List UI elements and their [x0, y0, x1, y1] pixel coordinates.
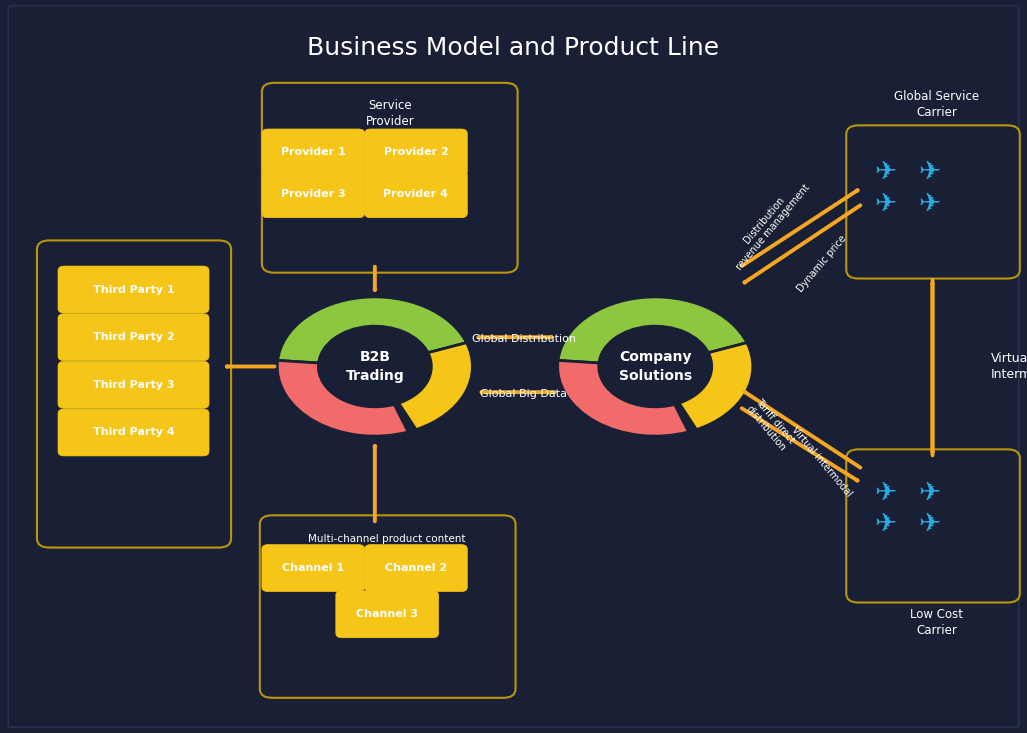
Text: Third Party 3: Third Party 3 [92, 380, 175, 390]
Text: ✈: ✈ [874, 191, 897, 217]
Text: ✈: ✈ [874, 511, 897, 537]
FancyBboxPatch shape [262, 545, 365, 592]
FancyBboxPatch shape [365, 129, 467, 176]
Text: Third Party 1: Third Party 1 [92, 284, 175, 295]
Wedge shape [277, 297, 466, 363]
FancyBboxPatch shape [846, 125, 1020, 279]
Text: Provider 2: Provider 2 [383, 147, 449, 158]
FancyBboxPatch shape [260, 515, 516, 698]
Text: Provider 4: Provider 4 [383, 189, 449, 199]
Wedge shape [398, 343, 472, 430]
Text: Company
Solutions: Company Solutions [618, 350, 692, 383]
FancyBboxPatch shape [262, 129, 365, 176]
Text: Distribution
revenue management: Distribution revenue management [725, 175, 811, 272]
FancyBboxPatch shape [336, 591, 439, 638]
Text: Global Distribution: Global Distribution [471, 334, 576, 345]
Text: Channel 2: Channel 2 [385, 563, 447, 573]
FancyBboxPatch shape [58, 361, 210, 408]
Wedge shape [277, 361, 408, 436]
Text: B2B
Trading: B2B Trading [345, 350, 405, 383]
Text: Service
Provider: Service Provider [366, 99, 415, 128]
Text: Channel 1: Channel 1 [282, 563, 344, 573]
Text: ✈: ✈ [918, 480, 941, 507]
Text: Dynamic price: Dynamic price [795, 234, 848, 294]
Text: Global Service
Carrier: Global Service Carrier [895, 90, 979, 119]
Text: Channel 3: Channel 3 [356, 609, 418, 619]
Text: ✈: ✈ [918, 191, 941, 217]
Text: Multi-channel product content: Multi-channel product content [308, 534, 466, 544]
Wedge shape [558, 361, 688, 436]
FancyBboxPatch shape [58, 409, 210, 456]
Text: Third Party 2: Third Party 2 [92, 332, 175, 342]
Text: Provider 3: Provider 3 [281, 189, 345, 199]
Text: ✈: ✈ [874, 480, 897, 507]
FancyBboxPatch shape [846, 449, 1020, 603]
Text: Global Big Data: Global Big Data [481, 388, 567, 399]
FancyBboxPatch shape [58, 314, 210, 361]
Text: Third Party 4: Third Party 4 [92, 427, 175, 438]
Text: ✈: ✈ [874, 159, 897, 185]
Text: ✈: ✈ [918, 159, 941, 185]
Text: Tariff direct
distribution: Tariff direct distribution [744, 397, 797, 454]
FancyBboxPatch shape [262, 171, 365, 218]
FancyBboxPatch shape [365, 545, 467, 592]
Text: Low Cost
Carrier: Low Cost Carrier [910, 608, 963, 638]
Text: Virtual
Intermodal: Virtual Intermodal [991, 352, 1027, 381]
Wedge shape [558, 297, 747, 363]
FancyBboxPatch shape [58, 266, 210, 313]
Text: Business Model and Product Line: Business Model and Product Line [307, 36, 720, 59]
FancyBboxPatch shape [8, 6, 1019, 727]
Wedge shape [679, 343, 753, 430]
FancyBboxPatch shape [262, 83, 518, 273]
Text: Provider 1: Provider 1 [280, 147, 346, 158]
Text: Virtual intermodal: Virtual intermodal [790, 425, 853, 498]
FancyBboxPatch shape [37, 240, 231, 548]
Text: ✈: ✈ [918, 511, 941, 537]
FancyBboxPatch shape [365, 171, 467, 218]
